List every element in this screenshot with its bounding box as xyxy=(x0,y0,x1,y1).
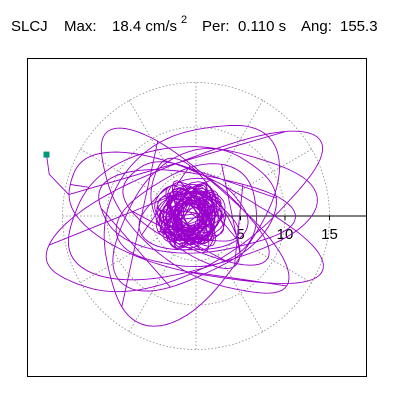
grid-spoke-210 xyxy=(80,237,158,284)
radial-tick-label-5: 5 xyxy=(236,226,244,243)
grid-spoke-300 xyxy=(217,254,264,332)
max-value: 18.4 cm/s xyxy=(112,18,178,35)
max-unit-exponent: 2 xyxy=(181,14,188,26)
period-value: 0.110 s xyxy=(238,18,287,35)
grid-spoke-60 xyxy=(217,100,264,178)
grid-spoke-240 xyxy=(128,254,175,332)
angle-label: Ang: xyxy=(301,18,332,35)
motion-trace-path xyxy=(45,124,324,327)
period-label: Per: xyxy=(202,18,230,35)
angle-value: 155.3 xyxy=(340,18,378,35)
radial-tick-label-15: 15 xyxy=(321,226,338,243)
trace-markers xyxy=(43,151,50,158)
grid-spoke-120 xyxy=(128,100,175,178)
plot-frame xyxy=(27,58,367,377)
max-label: Max: xyxy=(64,18,97,35)
radial-axis: 5 10 15 xyxy=(196,215,366,243)
grid-spoke-30 xyxy=(234,148,312,195)
start-marker xyxy=(43,151,50,158)
chart-header: SLCJ Max: 18.4 cm/s 2 Per: 0.110 s Ang: … xyxy=(0,0,400,44)
station-code: SLCJ xyxy=(11,18,48,35)
radial-tick-label-10: 10 xyxy=(277,226,294,243)
grid-spoke-150 xyxy=(80,148,158,195)
motion-trace xyxy=(45,124,324,327)
